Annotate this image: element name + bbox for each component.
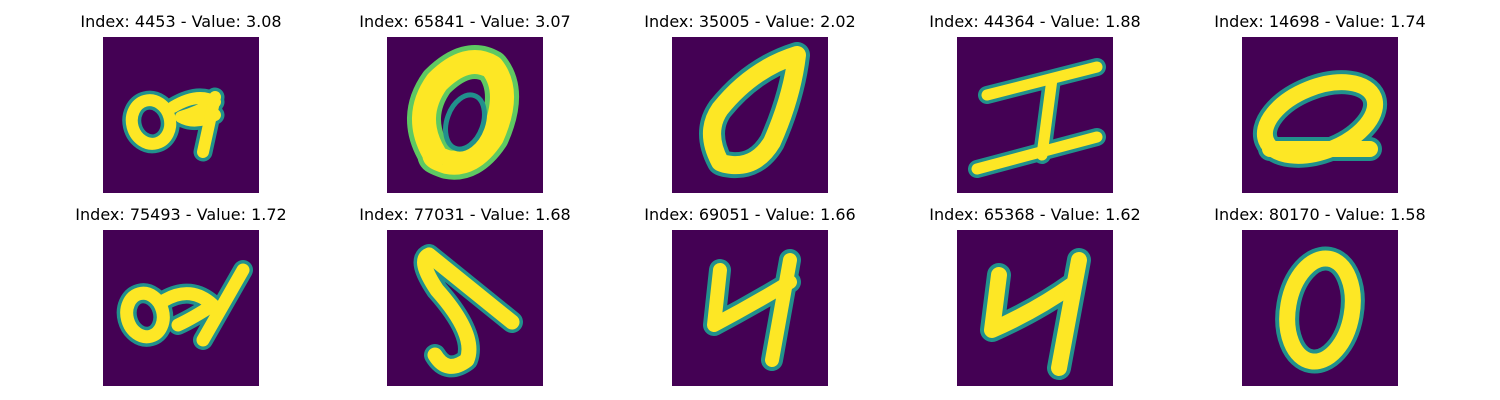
digit-image (957, 230, 1113, 386)
glyph-stroke (1279, 250, 1361, 370)
digit-image (103, 230, 259, 386)
glyph-stroke (1256, 74, 1384, 164)
digit-image (1242, 37, 1398, 193)
glyph-stroke (707, 253, 797, 367)
panel-title: Index: 65368 - Value: 1.62 (929, 205, 1141, 224)
glyph-stroke (703, 46, 806, 175)
digit-image (672, 37, 828, 193)
digit-image (1242, 230, 1398, 386)
panel-title: Index: 69051 - Value: 1.66 (644, 205, 856, 224)
digit-image (103, 37, 259, 193)
glyph-stroke (971, 61, 1103, 175)
panel-title: Index: 80170 - Value: 1.58 (1214, 205, 1426, 224)
glyph-stroke (417, 247, 520, 374)
digit-image (672, 230, 828, 386)
digit-image (387, 37, 543, 193)
panel-title: Index: 14698 - Value: 1.74 (1214, 12, 1426, 31)
glyph-stroke (125, 91, 221, 158)
panel-title: Index: 77031 - Value: 1.68 (359, 205, 571, 224)
glyph-stroke (412, 50, 514, 175)
glyph-stroke (984, 252, 1087, 376)
panel-title: Index: 75493 - Value: 1.72 (75, 205, 287, 224)
glyph-stroke (120, 263, 250, 347)
panel-title: Index: 35005 - Value: 2.02 (644, 12, 856, 31)
glyph-hole (443, 92, 487, 152)
panel-title: Index: 65841 - Value: 3.07 (359, 12, 571, 31)
panel-title: Index: 44364 - Value: 1.88 (929, 12, 1141, 31)
panel-title: Index: 4453 - Value: 3.08 (80, 12, 282, 31)
digit-image (957, 37, 1113, 193)
digit-image (387, 230, 543, 386)
